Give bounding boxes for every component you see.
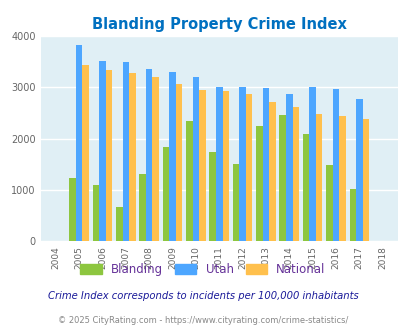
- Bar: [332, 89, 339, 241]
- Bar: [99, 61, 105, 241]
- Bar: [122, 62, 129, 241]
- Bar: [222, 90, 228, 241]
- Bar: [309, 87, 315, 241]
- Bar: [245, 94, 252, 241]
- Bar: [302, 134, 309, 241]
- Bar: [139, 174, 145, 241]
- Bar: [175, 84, 182, 241]
- Bar: [362, 119, 368, 241]
- Bar: [292, 107, 298, 241]
- Bar: [69, 179, 76, 241]
- Bar: [209, 152, 215, 241]
- Bar: [129, 73, 135, 241]
- Bar: [256, 126, 262, 241]
- Bar: [355, 99, 362, 241]
- Bar: [285, 94, 292, 241]
- Bar: [92, 185, 99, 241]
- Title: Blanding Property Crime Index: Blanding Property Crime Index: [92, 17, 346, 32]
- Bar: [315, 114, 322, 241]
- Bar: [349, 189, 355, 241]
- Bar: [82, 65, 89, 241]
- Bar: [279, 115, 285, 241]
- Bar: [185, 121, 192, 241]
- Bar: [239, 87, 245, 241]
- Bar: [232, 164, 239, 241]
- Bar: [162, 147, 169, 241]
- Bar: [199, 90, 205, 241]
- Bar: [145, 69, 152, 241]
- Bar: [325, 165, 332, 241]
- Bar: [169, 72, 175, 241]
- Bar: [105, 70, 112, 241]
- Legend: Blanding, Utah, National: Blanding, Utah, National: [75, 258, 330, 281]
- Bar: [76, 45, 82, 241]
- Bar: [152, 77, 159, 241]
- Bar: [262, 88, 269, 241]
- Bar: [269, 102, 275, 241]
- Bar: [215, 87, 222, 241]
- Bar: [192, 77, 199, 241]
- Text: © 2025 CityRating.com - https://www.cityrating.com/crime-statistics/: © 2025 CityRating.com - https://www.city…: [58, 316, 347, 325]
- Bar: [339, 115, 345, 241]
- Bar: [116, 207, 122, 241]
- Text: Crime Index corresponds to incidents per 100,000 inhabitants: Crime Index corresponds to incidents per…: [47, 291, 358, 301]
